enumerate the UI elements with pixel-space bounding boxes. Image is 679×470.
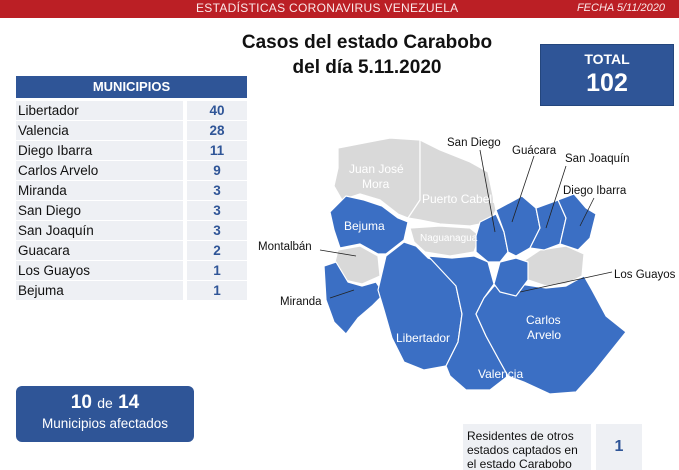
- table-row: Miranda 3: [16, 181, 247, 201]
- affected-label: Municipios afectados: [41, 416, 169, 431]
- total-value: 102: [586, 69, 628, 97]
- table-row: Valencia 28: [16, 121, 247, 141]
- region-naguanagua: [409, 225, 481, 257]
- total-label: TOTAL: [584, 51, 630, 67]
- residents-box: Residentes de otros estados captados en …: [463, 424, 679, 470]
- label-juan-jose-mora-1: Juan José: [349, 162, 404, 176]
- municipio-count: 40: [187, 101, 247, 120]
- label-puerto-cabello: Puerto Cabello: [422, 192, 502, 206]
- label-juan-jose-mora-2: Mora: [362, 177, 390, 191]
- municipio-count: 28: [187, 121, 247, 140]
- page-title: Casos del estado Carabobo del día 5.11.2…: [214, 30, 520, 80]
- table-row: Libertador 40: [16, 101, 247, 121]
- municipio-count: 3: [187, 221, 247, 240]
- region-miranda: [323, 261, 385, 335]
- residents-value: 1: [596, 424, 642, 470]
- municipio-name: San Diego: [16, 201, 183, 220]
- municipio-count: 11: [187, 141, 247, 160]
- municipio-count: 1: [187, 261, 247, 280]
- region-juan-jose-mora: [333, 137, 421, 219]
- label-diego-ibarra: Diego Ibarra: [563, 185, 627, 197]
- region-carlos-arvelo: [475, 275, 627, 395]
- table-row: Bejuma 1: [16, 281, 247, 301]
- municipio-name: Valencia: [16, 121, 183, 140]
- region-lake: [493, 257, 529, 297]
- table-row: Carlos Arvelo 9: [16, 161, 247, 181]
- municipio-count: 2: [187, 241, 247, 260]
- municipio-count: 3: [187, 201, 247, 220]
- municipio-count: 1: [187, 281, 247, 300]
- label-carlos-arvelo-2: Arvelo: [527, 328, 561, 342]
- label-valencia: Valencia: [478, 367, 523, 381]
- region-puerto-cabello: [407, 139, 497, 227]
- municipio-name: Guacara: [16, 241, 183, 260]
- municipio-name: Miranda: [16, 181, 183, 200]
- label-los-guayos: Los Guayos: [614, 269, 676, 281]
- municipio-name: Los Guayos: [16, 261, 183, 280]
- region-bejuma: [329, 195, 409, 255]
- municipio-name: Diego Ibarra: [16, 141, 183, 160]
- banner-title: ESTADÍSTICAS CORONAVIRUS VENEZUELA: [196, 1, 459, 15]
- affected-total: 14: [118, 392, 140, 413]
- top-banner: ESTADÍSTICAS CORONAVIRUS VENEZUELA FECHA…: [0, 0, 679, 18]
- region-diego-ibarra: [557, 193, 597, 251]
- table-row: San Diego 3: [16, 201, 247, 221]
- table-row: Diego Ibarra 11: [16, 141, 247, 161]
- label-guacara: Guácara: [512, 145, 557, 157]
- label-carlos-arvelo-1: Carlos: [526, 313, 561, 327]
- table-row: Guacara 2: [16, 241, 247, 261]
- carabobo-map: Juan José Mora Puerto Cabello Naguanagua…: [258, 137, 676, 395]
- banner-date: FECHA 5/11/2020: [576, 2, 665, 14]
- municipios-table: Libertador 40 Valencia 28 Diego Ibarra 11 Carl…: [16, 101, 247, 301]
- residents-label: Residentes de otros estados captados en …: [463, 424, 591, 470]
- municipios-header: MUNICIPIOS: [16, 76, 247, 98]
- affected-count: 10: [70, 392, 92, 413]
- title-line-2: del día 5.11.2020: [292, 57, 442, 78]
- label-libertador: Libertador: [396, 331, 450, 345]
- municipio-name: San Joaquín: [16, 221, 183, 240]
- municipio-count: 3: [187, 181, 247, 200]
- municipio-count: 9: [187, 161, 247, 180]
- municipio-name: Carlos Arvelo: [16, 161, 183, 180]
- table-row: San Joaquín 3: [16, 221, 247, 241]
- label-san-diego: San Diego: [447, 137, 501, 149]
- total-box: TOTAL 102: [540, 44, 674, 106]
- municipio-name: Bejuma: [16, 281, 183, 300]
- municipio-name: Libertador: [16, 101, 183, 120]
- label-san-joaquin: San Joaquín: [565, 153, 630, 165]
- label-montalban: Montalbán: [258, 241, 312, 253]
- affected-box: 10 de 14 Municipios afectados: [16, 386, 194, 442]
- label-bejuma: Bejuma: [344, 219, 385, 233]
- label-naguanagua: Naguanagua: [420, 233, 478, 244]
- table-row: Los Guayos 1: [16, 261, 247, 281]
- affected-of: de: [97, 395, 113, 411]
- label-miranda: Miranda: [280, 296, 322, 308]
- title-line-1: Casos del estado Carabobo: [241, 32, 493, 53]
